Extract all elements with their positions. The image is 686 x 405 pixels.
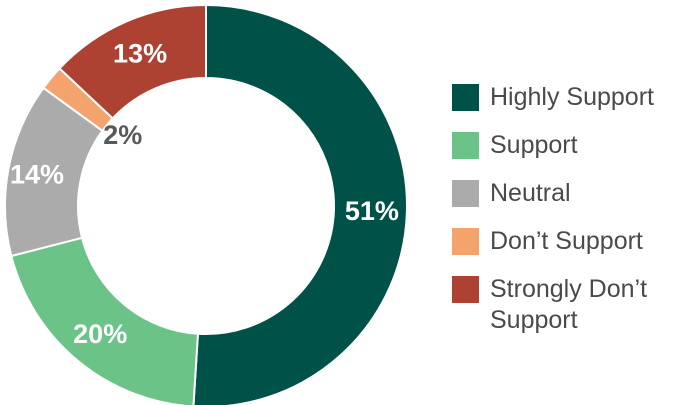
legend-item-strongly-dont-support: Strongly Don’t Support xyxy=(452,274,682,336)
slice-label-strongly-dont-support: 13% xyxy=(113,39,167,69)
legend-item-highly-support: Highly Support xyxy=(452,82,682,113)
legend-label-strongly-dont-support: Strongly Don’t Support xyxy=(490,275,648,334)
legend-item-dont-support: Don’t Support xyxy=(452,226,682,257)
legend-swatch-support xyxy=(452,132,479,159)
slice-label-neutral: 14% xyxy=(10,160,64,190)
legend-swatch-neutral xyxy=(452,180,479,207)
legend-swatch-dont-support xyxy=(452,228,479,255)
legend-label-neutral: Neutral xyxy=(490,179,571,207)
slice-label-highly-support: 51% xyxy=(345,196,399,226)
legend-label-highly-support: Highly Support xyxy=(490,83,654,111)
donut-chart: 51% 20% 14% 2% 13% xyxy=(4,3,409,405)
legend-item-neutral: Neutral xyxy=(452,178,682,209)
slice-strongly-dont-support xyxy=(58,3,207,120)
legend-swatch-strongly-dont-support xyxy=(452,276,479,303)
legend: Highly Support Support Neutral Don’t Sup… xyxy=(452,82,682,353)
legend-label-dont-support: Don’t Support xyxy=(490,227,643,255)
slice-label-support: 20% xyxy=(73,319,127,349)
legend-item-support: Support xyxy=(452,130,682,161)
legend-swatch-highly-support xyxy=(452,84,479,111)
legend-label-support: Support xyxy=(490,131,578,159)
slice-label-dont-support: 2% xyxy=(103,120,142,150)
